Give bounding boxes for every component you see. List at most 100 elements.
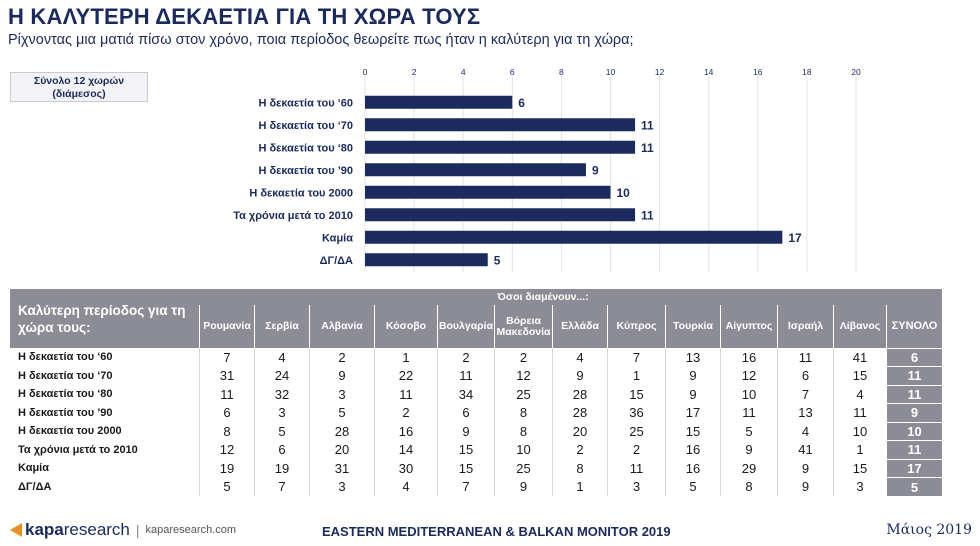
y-category-label: Η δεκαετία του ‘70	[259, 120, 354, 132]
total-cell: 5	[886, 477, 942, 496]
table-cell: 15	[607, 385, 666, 404]
table-cell: 9	[494, 477, 553, 496]
total-cell: 10	[886, 421, 942, 441]
table-cell: 28	[552, 403, 608, 422]
table-cell: 5	[720, 422, 778, 441]
column-header: Κύπρος	[607, 305, 666, 348]
x-tick-label: 12	[655, 67, 665, 77]
x-tick-label: 0	[363, 67, 368, 77]
table-cell: 8	[494, 403, 553, 422]
table-cell: 10	[833, 422, 887, 441]
total-cell: 11	[886, 440, 942, 459]
table-cell: 4	[552, 348, 608, 367]
table-cell: 22	[374, 366, 438, 385]
logo-separator: |	[135, 522, 140, 538]
y-category-label: Η δεκαετία του ’90	[259, 165, 354, 177]
x-tick-label: 14	[704, 67, 714, 77]
table-cell: 17	[665, 403, 721, 422]
total-cell: 17	[886, 458, 942, 478]
table-cell: 5	[665, 477, 721, 496]
total-column-header: ΣΥΝΟΛΟ	[886, 305, 942, 348]
page-title: Η ΚΑΛΥΤΕΡΗ ΔΕΚΑΕΤΙΑ ΓΙΑ ΤΗ ΧΩΡΑ ΤΟΥΣ	[8, 4, 481, 29]
table-cell: 8	[199, 422, 255, 441]
table-cell: 3	[254, 403, 310, 422]
logo-kapa-text: kapa	[25, 520, 64, 539]
table-cell: 11	[437, 366, 495, 385]
table-cell: 16	[374, 422, 438, 441]
table-cell: 6	[437, 403, 495, 422]
table-cell: 12	[494, 366, 553, 385]
table-column-header-row: Ρουμανία Σερβία Αλβανία Κόσοβο Βουλγαρία Βόρε…	[10, 305, 942, 348]
y-category-label: Τα χρόνια μετά το 2010	[233, 210, 353, 222]
table-cell: 8	[494, 422, 553, 441]
table-row: Η δεκαετία του ‘70 31 24 9 22 11 12 9 1 9 12 6 15 11	[10, 366, 942, 385]
table-cell: 13	[665, 348, 721, 367]
row-label: Η δεκαετία του ‘60	[18, 351, 113, 364]
column-header: Σερβία	[254, 305, 310, 348]
table-cell: 7	[254, 477, 310, 496]
table-cell: 3	[833, 477, 887, 496]
table-cell: 15	[833, 366, 887, 385]
table-cell: 36	[607, 403, 666, 422]
column-header: Τουρκία	[665, 305, 721, 348]
table-cell: 4	[374, 477, 438, 496]
column-header: Βόρεια Μακεδονία	[494, 305, 553, 348]
x-tick-label: 2	[412, 67, 417, 77]
table-cell: 19	[199, 459, 255, 478]
table-cell: 31	[199, 366, 255, 385]
bar	[365, 230, 783, 244]
table-cell: 5	[199, 477, 255, 496]
table-group-label: Όσοι διαμένουν...:	[199, 289, 887, 305]
table-cell: 7	[607, 348, 666, 367]
table-cell: 7	[777, 385, 834, 404]
table-cell: 15	[833, 459, 887, 478]
table-cell: 9	[309, 366, 375, 385]
sample-note-line2: (διάμεσος)	[52, 88, 106, 100]
footer-monitor-title: EASTERN MEDITERRANEAN & BALKAN MONITOR 2…	[322, 524, 671, 539]
y-category-label: Καμία	[322, 232, 353, 244]
table-cell: 2	[437, 348, 495, 367]
table-cell: 11	[777, 348, 834, 367]
total-cell: 11	[886, 366, 942, 385]
row-label: Η δεκαετία του 2000	[18, 425, 122, 438]
bar	[365, 253, 488, 267]
table-cell: 15	[665, 422, 721, 441]
table-cell: 32	[254, 385, 310, 404]
bar	[365, 95, 513, 109]
x-tick-label: 20	[851, 67, 861, 77]
table-row: Η δεκαετία του 2000 8 5 28 16 9 8 20 25 15 5 4 10 10	[10, 421, 942, 441]
table-cell: 6	[254, 440, 310, 459]
x-tick-label: 4	[461, 67, 466, 77]
table-cell: 3	[607, 477, 666, 496]
bar-value-label: 17	[788, 231, 802, 245]
sample-note-box: Σύνολο 12 χωρών (διάμεσος)	[10, 72, 148, 102]
table-cell: 9	[665, 366, 721, 385]
x-tick-label: 10	[606, 67, 616, 77]
table-cell: 41	[833, 348, 887, 367]
row-label: Η δεκαετία του ‘80	[18, 388, 113, 401]
row-label: Καμία	[18, 462, 50, 475]
brand-logo: kapa research | kaparesearch.com	[10, 520, 236, 540]
table-cell: 3	[309, 477, 375, 496]
logo-url: kaparesearch.com	[145, 524, 237, 536]
table-cell: 1	[607, 366, 666, 385]
y-category-label: Η δεκαετία του ‘80	[259, 142, 354, 154]
row-label: Η δεκαετία του ’90	[18, 406, 113, 419]
footer-date: Μάιος 2019	[886, 522, 972, 538]
table-header-label: Καλύτερη περίοδος για τη χώρα τους:	[10, 289, 200, 348]
table-cell: 9	[777, 459, 834, 478]
table-cell: 11	[607, 459, 666, 478]
bar-chart: 0 2 4 6 8 10 12 14 16 18 20 Η δεκαετία του ‘60 6 Η δε…	[233, 67, 861, 272]
table-cell: 20	[552, 422, 608, 441]
bar-value-label: 11	[641, 141, 654, 155]
table-cell: 12	[720, 366, 778, 385]
table-cell: 6	[777, 366, 834, 385]
x-tick-label: 6	[510, 67, 515, 77]
bar	[365, 185, 611, 199]
row-label: ΔΓ/ΔΑ	[18, 480, 52, 493]
table-cell: 2	[494, 348, 553, 367]
column-header: Κόσοβο	[374, 305, 438, 348]
table-cell: 2	[552, 440, 608, 459]
table-group-spacer	[886, 289, 942, 305]
table-row: Η δεκαετία του ‘80 11 32 3 11 34 25 28 15 9 10 7 4 11	[10, 384, 942, 404]
